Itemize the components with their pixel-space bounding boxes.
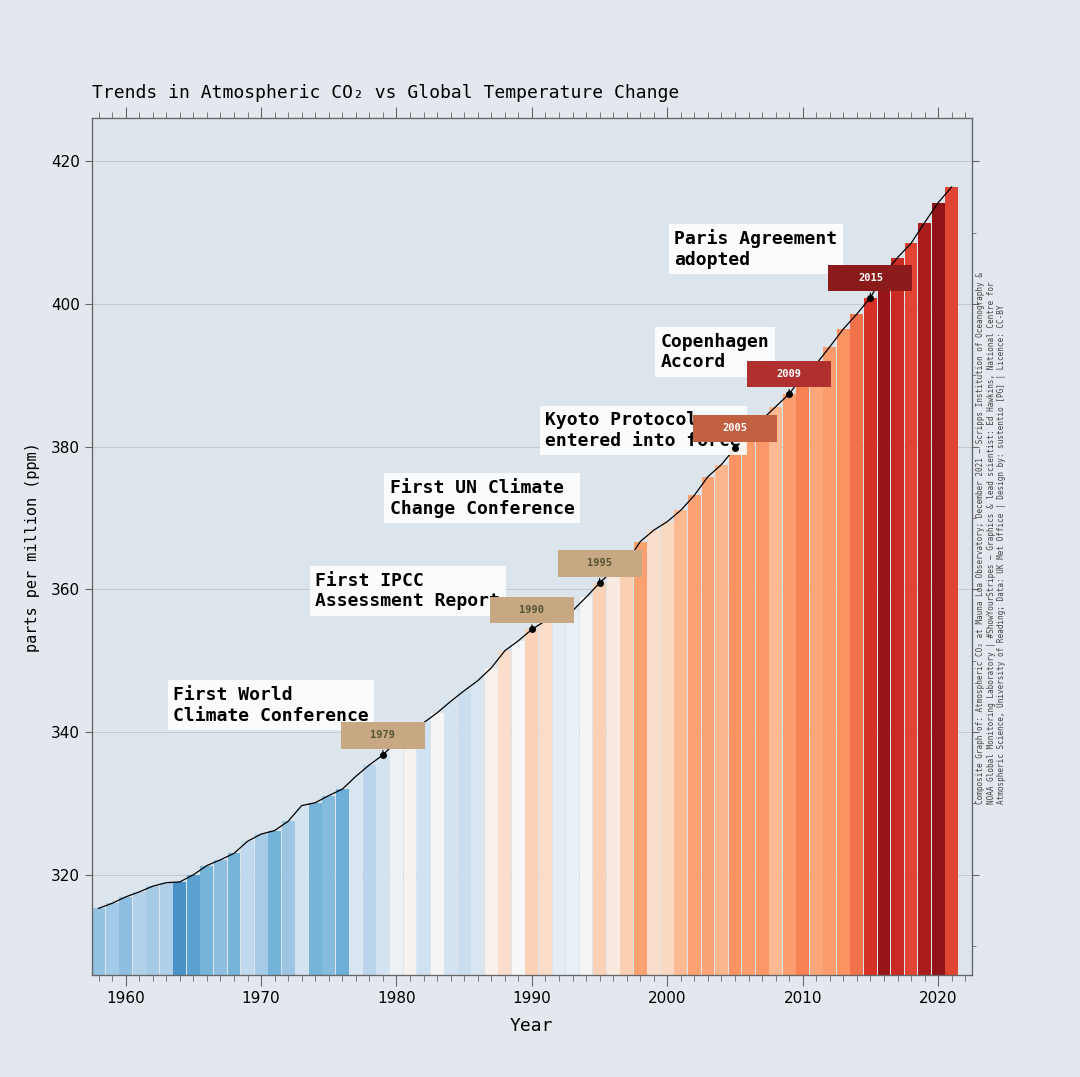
Bar	[810, 364, 823, 975]
FancyBboxPatch shape	[693, 416, 777, 442]
Text: First UN Climate
Change Conference: First UN Climate Change Conference	[390, 479, 575, 518]
Bar	[322, 796, 335, 975]
Bar	[945, 187, 958, 975]
Bar	[553, 616, 566, 975]
Bar	[228, 853, 241, 975]
Bar	[458, 690, 471, 975]
FancyBboxPatch shape	[828, 265, 913, 291]
Bar	[796, 376, 809, 975]
Bar	[485, 668, 498, 975]
Bar	[850, 314, 863, 975]
Text: 1990: 1990	[519, 604, 544, 615]
Bar	[512, 641, 525, 975]
Bar	[580, 598, 593, 975]
FancyBboxPatch shape	[341, 722, 424, 749]
Bar	[566, 611, 579, 975]
Bar	[688, 495, 701, 975]
Bar	[783, 394, 796, 975]
Bar	[823, 347, 836, 975]
Bar	[539, 620, 552, 975]
Bar	[106, 904, 119, 975]
Bar	[255, 834, 268, 975]
Bar	[905, 243, 918, 975]
Bar	[214, 859, 227, 975]
Text: Trends in Atmospheric CO₂ vs Global Temperature Change: Trends in Atmospheric CO₂ vs Global Temp…	[92, 84, 679, 102]
Bar	[647, 530, 660, 975]
Bar	[526, 629, 538, 975]
Bar	[268, 830, 281, 975]
Bar	[119, 897, 132, 975]
Text: 2009: 2009	[777, 369, 801, 379]
Bar	[309, 802, 322, 975]
Bar	[634, 542, 647, 975]
Bar	[241, 841, 254, 975]
Bar	[837, 328, 850, 975]
Bar	[174, 882, 186, 975]
Bar	[363, 765, 376, 975]
Bar	[729, 448, 742, 975]
Bar	[444, 701, 457, 975]
Bar	[864, 297, 877, 975]
Bar	[133, 892, 146, 975]
Bar	[891, 257, 904, 975]
Bar	[702, 477, 714, 975]
Bar	[282, 822, 295, 975]
Bar	[715, 464, 728, 975]
Text: First World
Climate Conference: First World Climate Conference	[173, 686, 368, 725]
Bar	[417, 723, 430, 975]
Text: 1979: 1979	[370, 730, 395, 740]
Bar	[661, 521, 674, 975]
Bar	[878, 274, 890, 975]
Bar	[471, 681, 484, 975]
Text: 1995: 1995	[588, 558, 612, 569]
Text: 2015: 2015	[858, 272, 883, 283]
Bar	[201, 866, 214, 975]
Text: 2005: 2005	[723, 423, 747, 433]
Text: Composite Graph of: Atmospheric CO₂ at Mauna Loa Observatory; December 2021 – Sc: Composite Graph of: Atmospheric CO₂ at M…	[976, 272, 1007, 805]
Bar	[769, 407, 782, 975]
Bar	[593, 583, 606, 975]
Bar	[404, 731, 417, 975]
Bar	[187, 875, 200, 975]
Bar	[390, 741, 403, 975]
Bar	[146, 886, 159, 975]
Bar	[918, 223, 931, 975]
FancyBboxPatch shape	[490, 597, 573, 623]
Text: Copenhagen
Accord: Copenhagen Accord	[661, 333, 769, 372]
Bar	[336, 789, 349, 975]
Text: First IPCC
Assessment Report: First IPCC Assessment Report	[315, 572, 500, 611]
Bar	[607, 570, 620, 975]
Bar	[431, 713, 444, 975]
Bar	[756, 420, 769, 975]
X-axis label: Year: Year	[510, 1017, 554, 1035]
Bar	[742, 433, 755, 975]
Y-axis label: parts per million (ppm): parts per million (ppm)	[25, 442, 40, 652]
Bar	[674, 510, 687, 975]
Bar	[620, 562, 633, 975]
Bar	[377, 755, 390, 975]
Bar	[295, 806, 308, 975]
Text: Paris Agreement
adopted: Paris Agreement adopted	[674, 229, 837, 269]
FancyBboxPatch shape	[557, 550, 642, 576]
Bar	[932, 202, 945, 975]
FancyBboxPatch shape	[747, 361, 832, 388]
Bar	[92, 908, 105, 975]
Bar	[350, 777, 362, 975]
Bar	[498, 651, 511, 975]
Bar	[160, 883, 173, 975]
Text: Kyoto Protocol
entered into force: Kyoto Protocol entered into force	[545, 411, 741, 450]
